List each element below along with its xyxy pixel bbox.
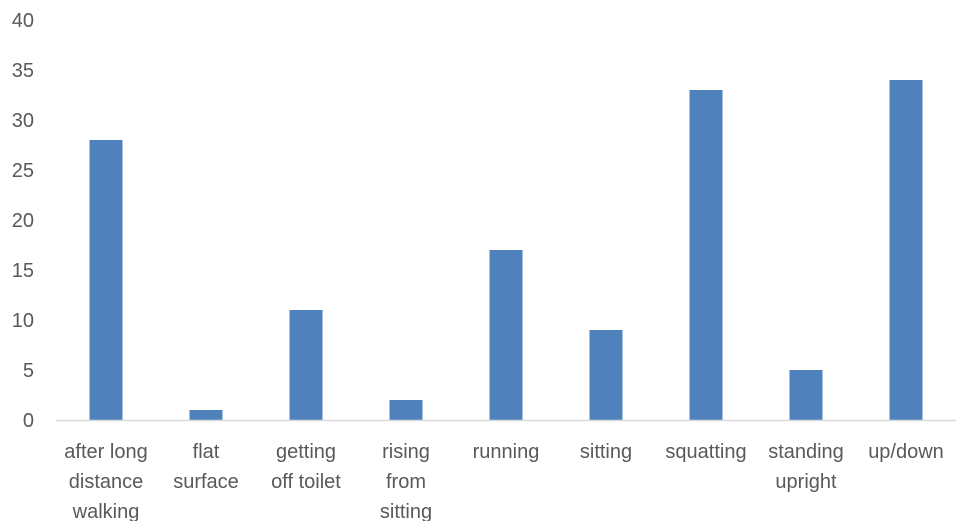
y-tick-label: 5 — [23, 360, 34, 382]
y-tick-label: 15 — [12, 260, 34, 282]
bars — [89, 80, 923, 420]
x-category-label-line: rising — [382, 441, 430, 463]
x-category-label-line: distance — [69, 471, 144, 493]
x-category-label: getting off toilet — [271, 441, 341, 493]
x-category-label-line: sitting — [380, 501, 432, 521]
bar — [289, 310, 323, 420]
x-category-label-line: from — [386, 471, 426, 493]
x-category-label: rising from sitting — [380, 441, 432, 521]
y-tick-label: 35 — [12, 60, 34, 82]
x-category-label: standing upright — [768, 441, 844, 493]
y-tick-label: 0 — [23, 410, 34, 432]
x-category-label-line: getting — [276, 441, 336, 463]
x-category-label: after long distance walking — [64, 441, 147, 521]
x-category-label-line: running — [473, 441, 540, 463]
bar — [489, 250, 523, 420]
bar — [889, 80, 923, 420]
y-tick-label: 10 — [12, 310, 34, 332]
x-category-label-line: sitting — [580, 441, 632, 463]
y-tick-label: 30 — [12, 110, 34, 132]
x-category-label-line: after long — [64, 441, 147, 463]
bar — [589, 330, 623, 420]
y-axis-tick-labels: 0 5 10 15 20 25 30 35 40 — [12, 10, 34, 432]
bar — [389, 400, 423, 420]
x-category-label: running — [473, 441, 540, 463]
y-tick-label: 25 — [12, 160, 34, 182]
x-category-label-line: flat — [193, 441, 220, 463]
x-category-label-line: upright — [775, 471, 837, 493]
x-category-label: sitting — [580, 441, 632, 463]
x-category-label-line: squatting — [665, 441, 746, 463]
y-tick-label: 40 — [12, 10, 34, 32]
x-category-label-line: standing — [768, 441, 844, 463]
bar — [689, 90, 723, 420]
bar — [89, 140, 123, 420]
x-category-label-line: off toilet — [271, 471, 341, 493]
x-axis-category-labels: after long distance walking flat surface gett… — [64, 441, 944, 521]
x-category-label: flat surface — [173, 441, 239, 493]
y-tick-label: 20 — [12, 210, 34, 232]
x-category-label: squatting — [665, 441, 746, 463]
bar — [789, 370, 823, 420]
bar — [189, 410, 223, 420]
x-category-label-line: surface — [173, 471, 239, 493]
x-category-label: up/down — [868, 441, 944, 463]
x-category-label-line: up/down — [868, 441, 944, 463]
x-category-label-line: walking — [72, 501, 140, 521]
